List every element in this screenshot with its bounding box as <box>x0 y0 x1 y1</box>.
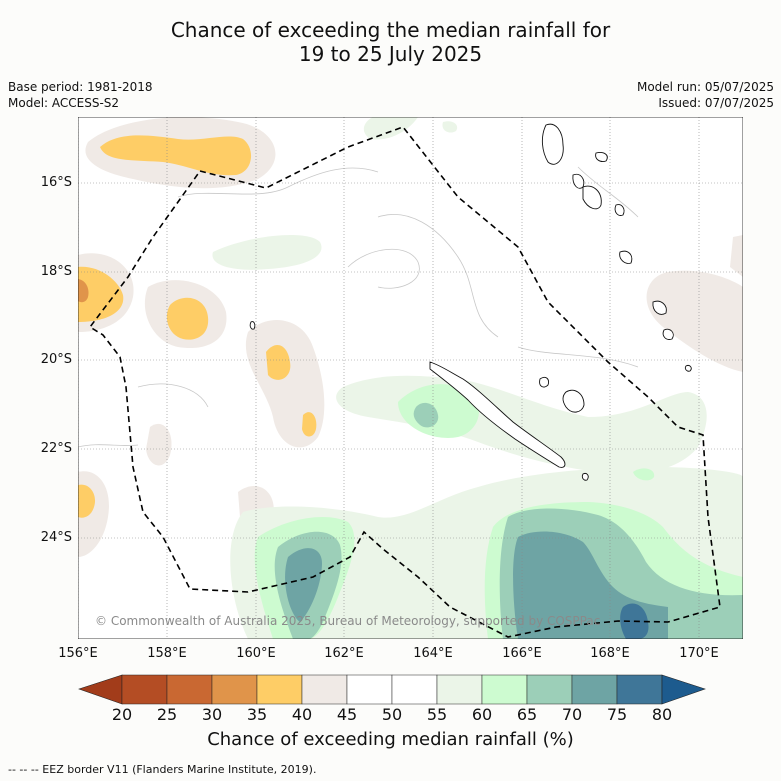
colorbar-lower-extend <box>78 674 123 705</box>
contour-line-6 <box>78 444 139 448</box>
wet-60-north-small <box>442 121 458 133</box>
colorbar-bin-75-80 <box>616 674 663 705</box>
contour-line-4 <box>137 383 209 408</box>
wet-60-north <box>363 117 418 140</box>
dry-35-mid-west <box>166 297 209 340</box>
contour-lines <box>78 166 639 448</box>
loyalty-island-1 <box>539 376 549 388</box>
colorbar-bin-20-25 <box>121 674 168 705</box>
vanuatu-island-7 <box>662 328 674 340</box>
lat-label-20s: 20°S <box>40 352 72 367</box>
colorbar-bin-25-30 <box>166 674 213 705</box>
lat-label-18s: 18°S <box>40 264 72 279</box>
loyalty-island-2 <box>562 389 585 413</box>
colorbar-upper-extend <box>661 674 706 705</box>
lon-label-160e: 160°E <box>236 646 276 661</box>
colorbar-tick-20: 20 <box>111 705 133 724</box>
colorbar-tick-35: 35 <box>246 705 268 724</box>
colorbar-bin-65-70 <box>526 674 573 705</box>
colorbar-tick-55: 55 <box>426 705 448 724</box>
map-title: Chance of exceeding the median rainfall … <box>0 18 781 66</box>
small-island-west <box>249 321 256 330</box>
colorbar-tick-45: 45 <box>336 705 358 724</box>
isle-of-pines <box>581 473 589 481</box>
colorbar-tick-50: 50 <box>381 705 403 724</box>
lon-label-164e: 164°E <box>413 646 453 661</box>
colorbar-tick-80: 80 <box>651 705 673 724</box>
vanuatu-island-8 <box>684 365 692 372</box>
model-name: Model: ACCESS-S2 <box>8 96 120 110</box>
wet-70-central <box>413 402 439 428</box>
dry-35-north <box>100 135 252 176</box>
espiritu-santo <box>541 123 564 165</box>
grid-lines <box>78 117 743 639</box>
issued-date: Issued: 07/07/2025 <box>658 96 774 110</box>
eez-border <box>88 126 721 638</box>
vanuatu-island-3 <box>582 185 602 210</box>
lon-label-162e: 162°E <box>324 646 364 661</box>
meta-left: Base period: 1981-2018 Model: ACCESS-S2 <box>8 79 153 111</box>
contour-line-3 <box>577 166 639 218</box>
lon-label-166e: 166°E <box>502 646 542 661</box>
colorbar-tick-60: 60 <box>471 705 493 724</box>
contour-line-5 <box>517 346 639 368</box>
lat-label-16s: 16°S <box>40 175 72 190</box>
vanuatu-island-4 <box>614 204 625 216</box>
rainfall-map <box>78 117 743 639</box>
dry-35-south-west <box>78 484 96 518</box>
lon-label-158e: 158°E <box>147 646 187 661</box>
vanuatu-island-1 <box>595 152 608 162</box>
dry-region-far-east <box>730 235 743 277</box>
contour-line-7 <box>347 248 420 289</box>
colorbar <box>78 674 706 705</box>
wet-60-mid-west <box>212 234 322 270</box>
base-period: Base period: 1981-2018 <box>8 80 153 94</box>
lon-label-170e: 170°E <box>679 646 719 661</box>
colorbar-bin-40-45 <box>301 674 348 705</box>
colorbar-bin-30-35 <box>211 674 258 705</box>
vanuatu-island-5 <box>619 250 633 264</box>
meta-right: Model run: 05/07/2025 Issued: 07/07/2025 <box>637 79 774 111</box>
colorbar-tick-40: 40 <box>291 705 313 724</box>
copyright-notice: © Commonwealth of Australia 2025, Bureau… <box>95 614 601 628</box>
wet-65-central <box>398 384 479 438</box>
dry-30-west <box>78 279 89 303</box>
colorbar-label: Chance of exceeding median rainfall (%) <box>207 729 574 750</box>
dry-35-west <box>78 266 124 322</box>
colorbar-bin-70-75 <box>571 674 618 705</box>
colorbar-tick-75: 75 <box>606 705 628 724</box>
lat-label-24s: 24°S <box>40 530 72 545</box>
model-run: Model run: 05/07/2025 <box>636 80 774 94</box>
dry-35-central <box>266 344 291 380</box>
colorbar-tick-65: 65 <box>516 705 538 724</box>
contour-line-1 <box>177 167 379 198</box>
title-line-1: Chance of exceeding the median rainfall … <box>170 18 611 42</box>
dry-region-small-1 <box>146 423 172 466</box>
vanuatu-island-6 <box>652 300 667 315</box>
title-line-2: 19 to 25 July 2025 <box>298 42 483 66</box>
wet-65-small-east <box>633 468 655 481</box>
dry-35-small <box>302 412 317 437</box>
dry-35-regions <box>78 135 317 518</box>
new-caledonia-coast <box>429 361 566 468</box>
contour-line-2 <box>377 214 499 338</box>
dry-region-north-east <box>646 270 743 372</box>
colorbar-bin-55-60 <box>436 674 483 705</box>
colorbar-tick-30: 30 <box>201 705 223 724</box>
coastlines <box>249 123 692 481</box>
lon-label-156e: 156°E <box>58 646 98 661</box>
lon-label-168e: 168°E <box>590 646 630 661</box>
colorbar-bin-45-50 <box>346 674 393 705</box>
colorbar-bin-50-55 <box>391 674 438 705</box>
lat-label-22s: 22°S <box>40 441 72 456</box>
eez-footnote: -- -- -- EEZ border V11 (Flanders Marine… <box>8 763 317 776</box>
colorbar-tick-25: 25 <box>156 705 178 724</box>
colorbar-tick-70: 70 <box>561 705 583 724</box>
colorbar-bin-35-40 <box>256 674 303 705</box>
colorbar-bin-60-65 <box>481 674 528 705</box>
wet-75-south-west <box>285 548 323 622</box>
